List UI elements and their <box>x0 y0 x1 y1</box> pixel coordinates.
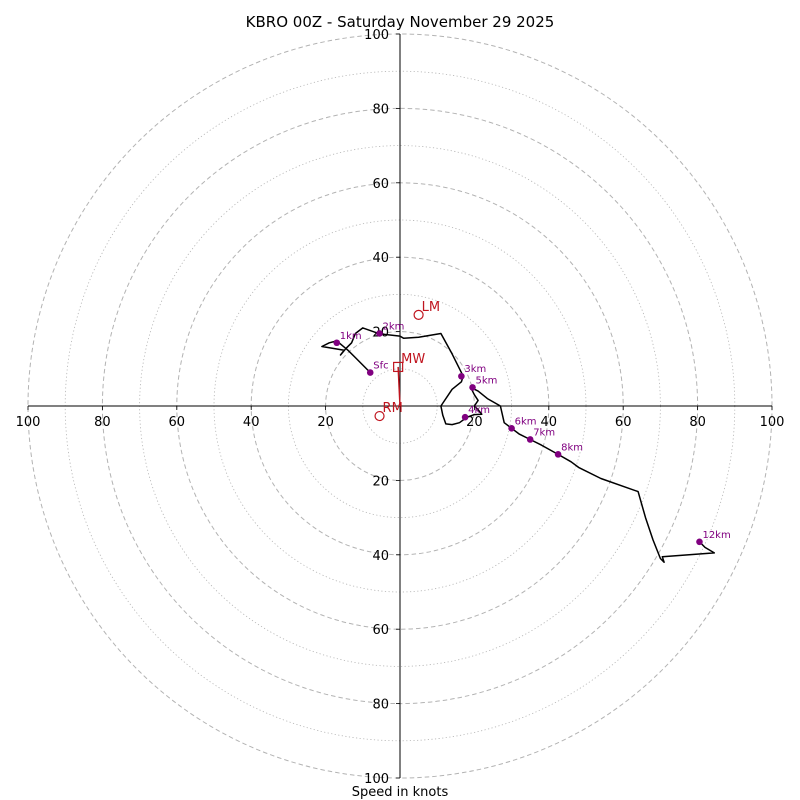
x-tick-label: 60 <box>169 415 186 430</box>
x-tick-label: 100 <box>760 415 785 430</box>
height-label-12km: 12km <box>702 530 730 541</box>
height-point-sfc <box>366 369 374 376</box>
y-tick-label: 80 <box>372 102 389 117</box>
y-tick-label: 40 <box>372 549 389 564</box>
motion-marker-rm <box>374 410 385 422</box>
wind-trace <box>321 327 716 563</box>
motion-marker-mw <box>393 361 404 373</box>
height-point-5km <box>469 384 476 391</box>
y-tick-label: 20 <box>372 474 389 489</box>
height-point-7km <box>526 436 534 443</box>
y-tick-label: 60 <box>372 623 389 638</box>
y-tick-label: 80 <box>372 698 389 713</box>
height-label-1km: 1km <box>340 331 362 342</box>
height-label-4km: 4km <box>468 405 490 416</box>
hodograph-trace <box>321 327 716 563</box>
height-label-sfc: Sfc <box>373 361 388 372</box>
height-label-6km: 6km <box>515 416 537 427</box>
height-point-8km <box>554 451 562 458</box>
x-axis-label: Speed in knots <box>352 785 449 800</box>
height-point-2km <box>376 330 383 337</box>
x-tick-label: 80 <box>689 415 706 430</box>
motion-label-rm: RM <box>383 401 403 416</box>
storm-motion-markers: LM MW RM <box>374 300 440 422</box>
x-tick-label: 20 <box>317 415 334 430</box>
y-tick-label: 100 <box>364 28 389 43</box>
x-tick-label: 100 <box>16 415 41 430</box>
mean-wind-vector <box>397 366 401 407</box>
shear-vector <box>397 366 401 407</box>
chart-title: KBRO 00Z - Saturday November 29 2025 <box>246 13 555 31</box>
height-label-5km: 5km <box>476 375 498 386</box>
height-label-7km: 7km <box>533 427 555 438</box>
height-point-6km <box>508 425 515 432</box>
height-point-12km <box>696 538 703 546</box>
height-label-2km: 2km <box>383 321 405 332</box>
x-tick-label: 60 <box>615 415 632 430</box>
y-tick-label: 100 <box>364 772 389 787</box>
axis-ticks: 1008060402020406080100100806040202040608… <box>16 28 785 787</box>
y-tick-label: 60 <box>372 177 389 192</box>
motion-label-mw: MW <box>401 352 425 367</box>
x-tick-label: 40 <box>243 415 260 430</box>
height-label-3km: 3km <box>464 364 486 375</box>
height-point-1km <box>333 339 341 347</box>
motion-marker-lm <box>413 309 424 320</box>
height-point-4km <box>461 413 469 421</box>
motion-label-lm: LM <box>422 300 440 315</box>
height-point-3km <box>458 372 465 380</box>
height-label-8km: 8km <box>561 442 583 453</box>
x-tick-label: 80 <box>94 415 111 430</box>
y-tick-label: 40 <box>372 251 389 266</box>
x-tick-label: 20 <box>466 415 483 430</box>
x-tick-label: 40 <box>541 415 558 430</box>
